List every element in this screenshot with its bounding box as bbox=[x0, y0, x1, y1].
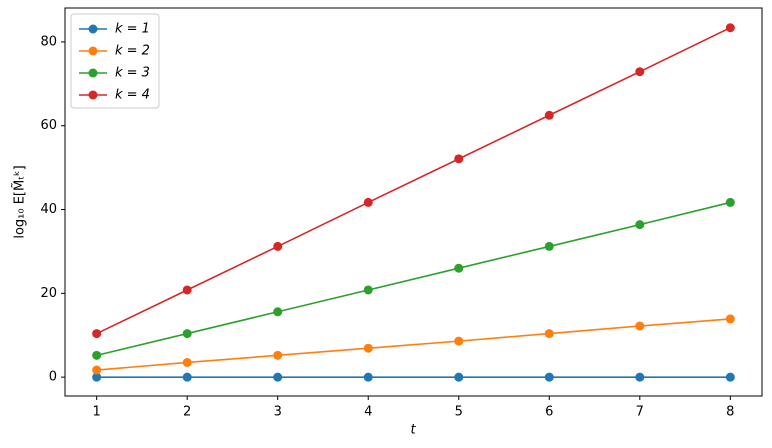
point bbox=[363, 343, 373, 353]
y-tick-label: 60 bbox=[40, 118, 57, 133]
point bbox=[182, 285, 192, 295]
point bbox=[544, 372, 554, 382]
y-tick-label: 0 bbox=[49, 370, 57, 385]
point bbox=[544, 329, 554, 339]
y-tick-label: 80 bbox=[40, 34, 57, 49]
x-tick-label: 3 bbox=[274, 405, 282, 420]
point bbox=[454, 372, 464, 382]
legend-marker bbox=[88, 90, 98, 100]
point bbox=[725, 314, 735, 324]
point bbox=[92, 329, 102, 339]
point bbox=[182, 329, 192, 339]
point bbox=[182, 357, 192, 367]
point bbox=[273, 241, 283, 251]
point bbox=[92, 350, 102, 360]
point bbox=[363, 285, 373, 295]
point bbox=[725, 23, 735, 33]
legend-marker bbox=[88, 24, 98, 34]
point bbox=[454, 336, 464, 346]
point bbox=[635, 372, 645, 382]
point bbox=[273, 307, 283, 317]
point bbox=[92, 372, 102, 382]
series-line bbox=[96, 201, 731, 357]
point bbox=[635, 220, 645, 230]
point bbox=[182, 372, 192, 382]
point bbox=[273, 372, 283, 382]
point bbox=[544, 110, 554, 120]
x-tick-label: 8 bbox=[726, 405, 734, 420]
legend-label: k = 1 bbox=[115, 22, 150, 37]
legend-marker bbox=[88, 68, 98, 78]
x-tick-label: 7 bbox=[636, 405, 644, 420]
y-tick-label: 40 bbox=[40, 202, 57, 217]
legend-label: k = 3 bbox=[115, 66, 150, 81]
x-tick-label: 1 bbox=[93, 405, 101, 420]
point bbox=[725, 372, 735, 382]
y-axis-label: log₁₀ E[M̃ₜᵏ] bbox=[12, 165, 27, 238]
legend-label: k = 2 bbox=[115, 44, 150, 59]
point bbox=[635, 321, 645, 331]
y-tick-label: 20 bbox=[40, 286, 57, 301]
point bbox=[273, 350, 283, 360]
x-tick-label: 6 bbox=[545, 405, 553, 420]
series-line bbox=[96, 318, 731, 371]
point bbox=[363, 372, 373, 382]
legend-box bbox=[70, 13, 160, 109]
point bbox=[544, 241, 554, 251]
plot-frame bbox=[64, 7, 763, 397]
point bbox=[454, 263, 464, 273]
x-tick-label: 5 bbox=[455, 405, 463, 420]
x-axis-label: t bbox=[410, 423, 416, 438]
point bbox=[725, 197, 735, 207]
point bbox=[635, 67, 645, 77]
legend-marker bbox=[88, 46, 98, 56]
point bbox=[92, 365, 102, 375]
legend-label: k = 4 bbox=[115, 88, 150, 103]
x-tick-label: 4 bbox=[364, 405, 372, 420]
point bbox=[454, 154, 464, 164]
point bbox=[363, 197, 373, 207]
x-tick-label: 2 bbox=[183, 405, 191, 420]
series-line bbox=[96, 26, 731, 335]
